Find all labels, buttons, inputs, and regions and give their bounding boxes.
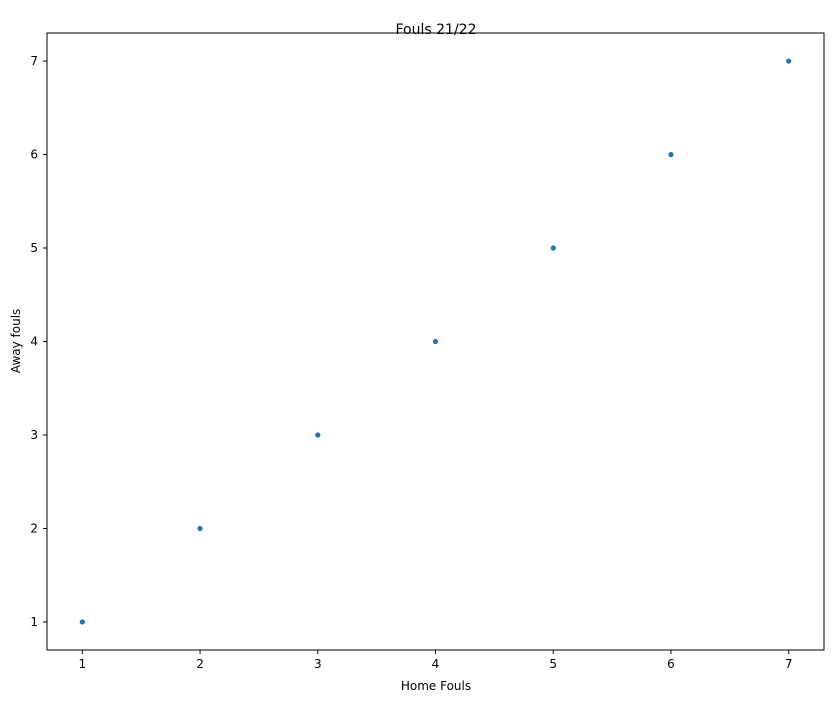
data-point — [315, 432, 321, 438]
y-axis-ticks: 1 2 3 4 5 6 7 — [30, 54, 47, 629]
y-tick-label: 3 — [30, 428, 38, 442]
data-point — [197, 525, 203, 532]
y-tick-label: 6 — [30, 148, 38, 162]
x-tick-label: 6 — [667, 657, 675, 671]
y-tick-label: 5 — [30, 241, 38, 255]
data-point — [432, 338, 439, 345]
data-point — [550, 245, 556, 251]
x-tick-label: 5 — [549, 657, 557, 671]
data-point — [786, 58, 792, 64]
y-axis-label: Away fouls — [9, 309, 23, 374]
x-axis-ticks: 1 2 3 4 5 6 7 — [78, 650, 793, 671]
y-tick-label: 7 — [30, 54, 38, 68]
data-point — [79, 619, 85, 625]
y-tick-label: 2 — [30, 521, 38, 535]
data-point — [668, 151, 674, 158]
x-tick-label: 4 — [432, 657, 440, 671]
x-tick-label: 3 — [314, 657, 322, 671]
x-tick-label: 2 — [196, 657, 204, 671]
scatter-points — [79, 58, 792, 625]
y-tick-label: 1 — [30, 615, 38, 629]
chart-title: Fouls 21/22 — [396, 22, 477, 38]
x-axis-label: Home Fouls — [401, 679, 471, 693]
x-tick-label: 1 — [78, 657, 86, 671]
x-tick-label: 7 — [785, 657, 793, 671]
y-tick-label: 4 — [30, 335, 38, 349]
